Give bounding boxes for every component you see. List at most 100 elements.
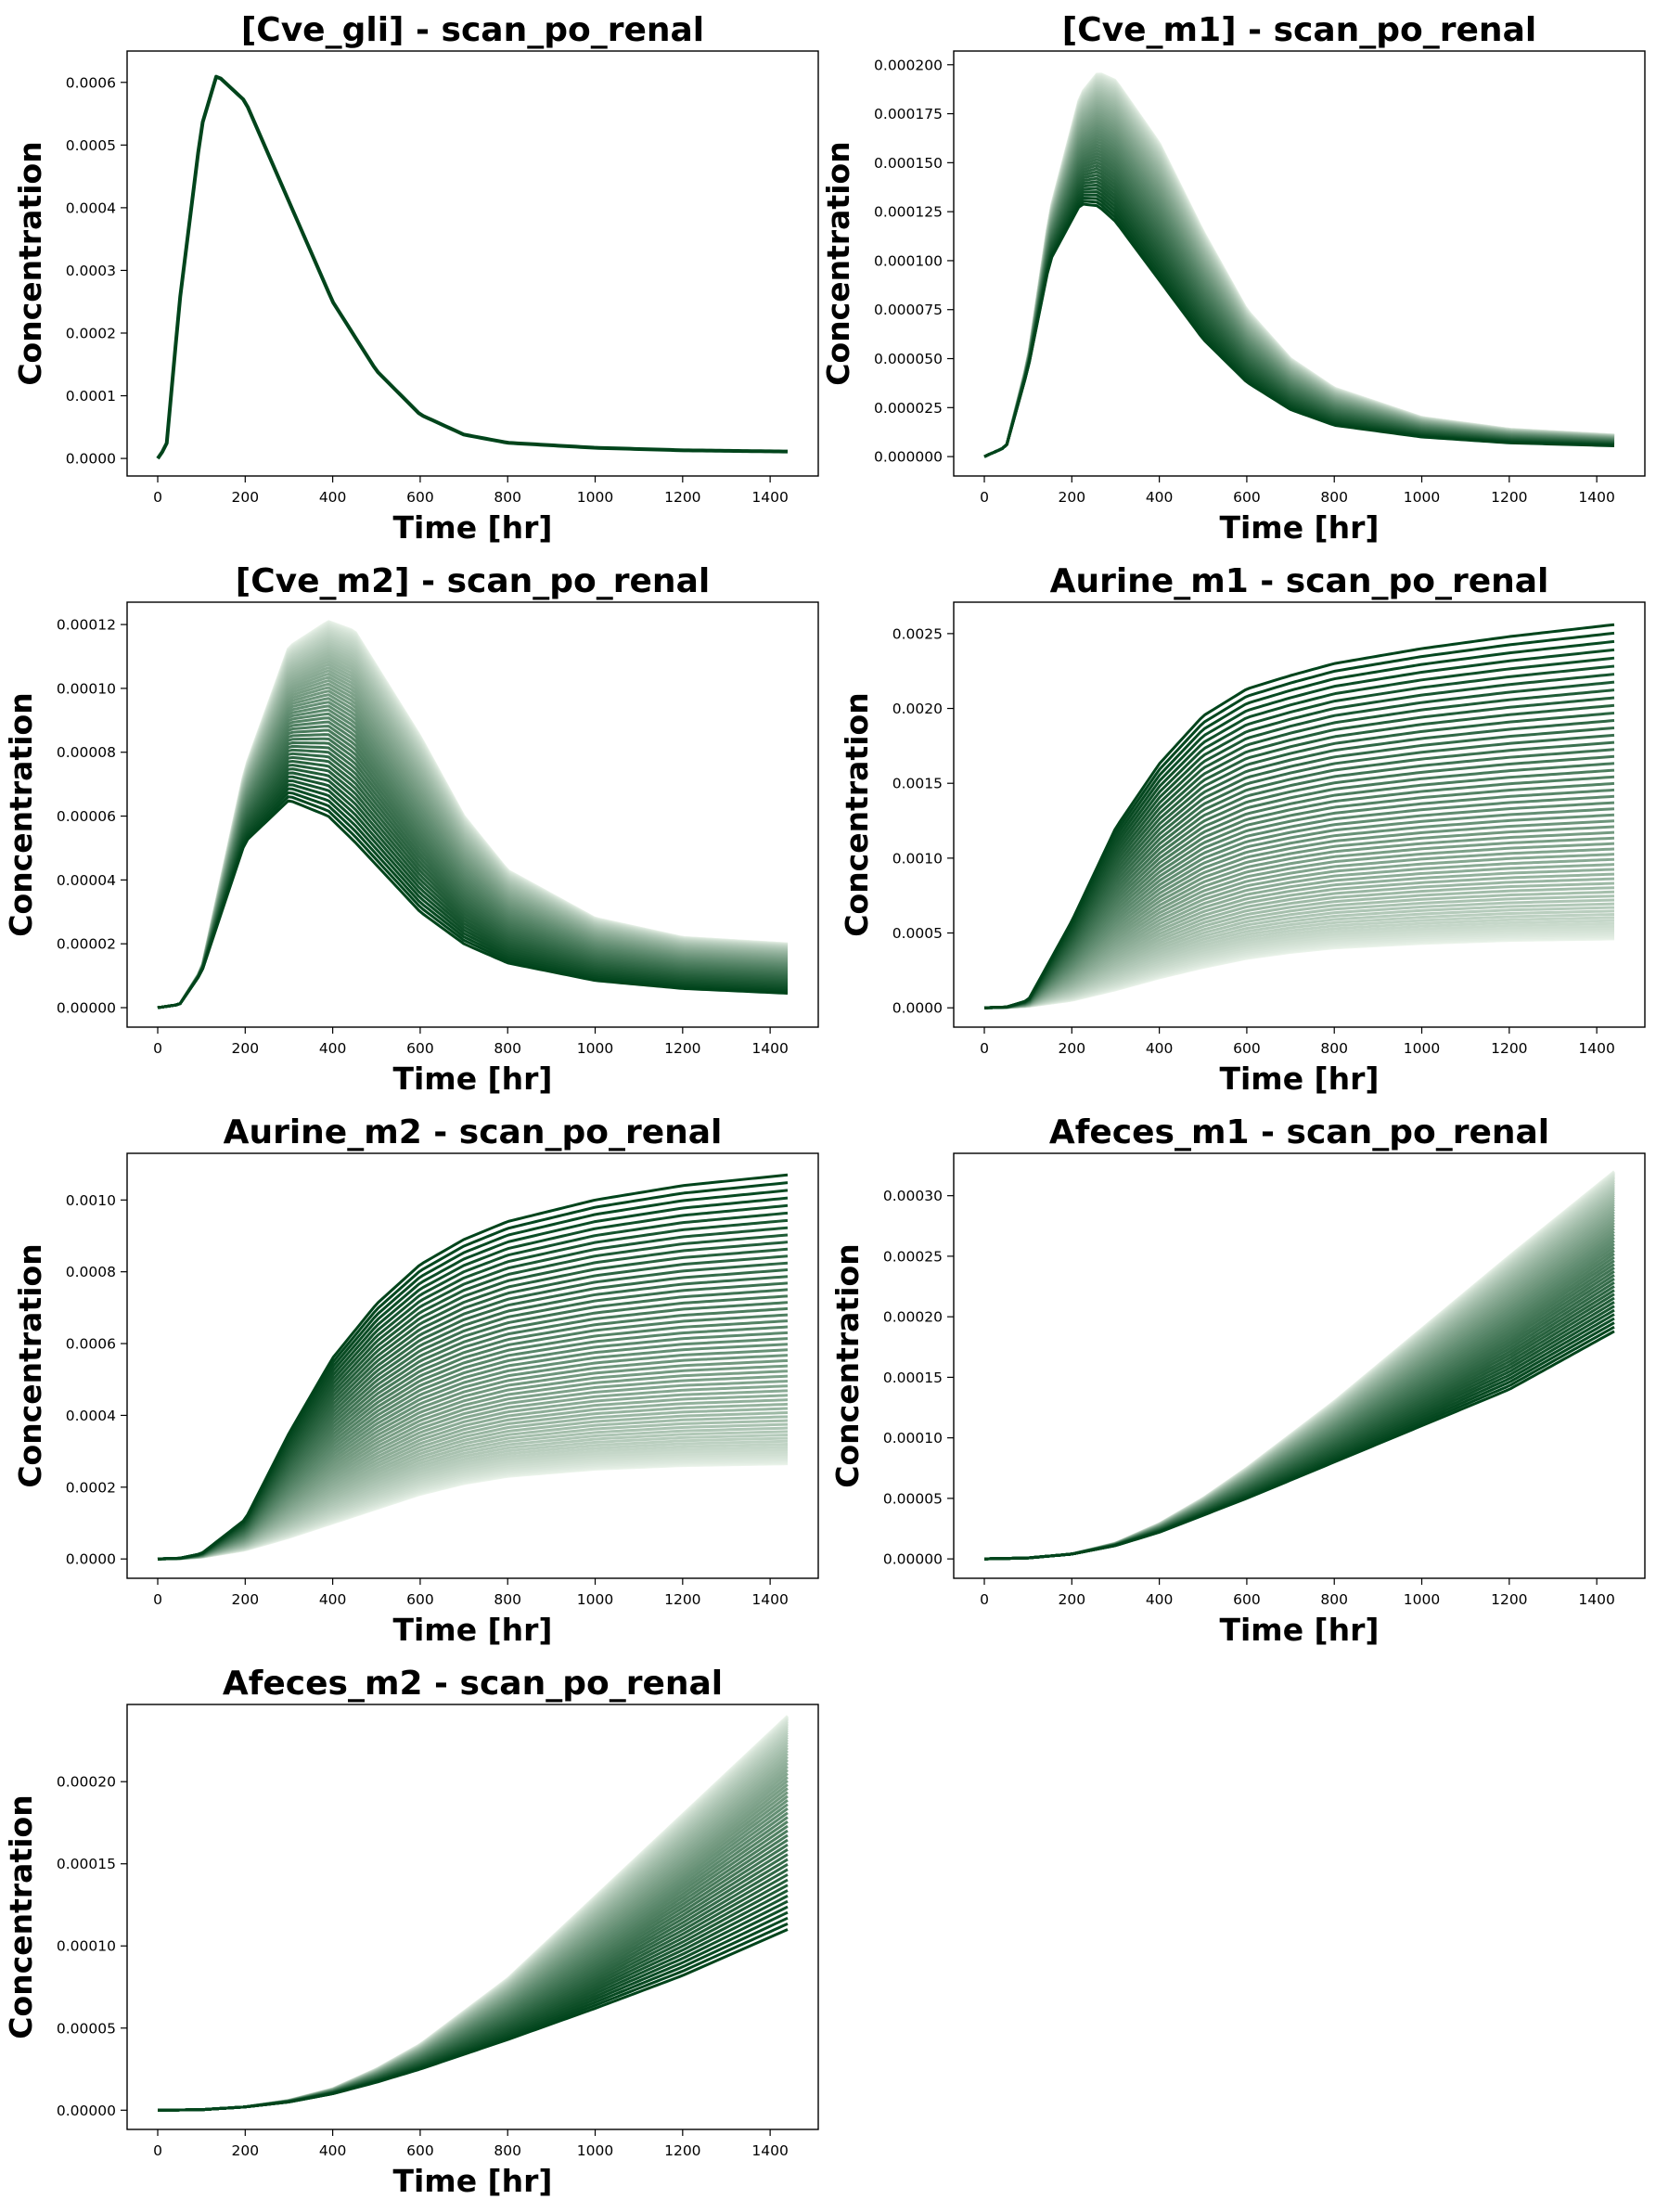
y-tick-label: 0.000000 (874, 449, 943, 466)
x-tick-label: 200 (1059, 489, 1086, 506)
x-tick-label: 1200 (664, 489, 700, 506)
x-tick-label: 0 (980, 1040, 989, 1057)
x-axis-label: Time [hr] (1219, 1061, 1379, 1097)
y-tick-label: 0.000025 (874, 400, 943, 417)
y-tick-label: 0.0006 (66, 74, 116, 91)
plot-frame (953, 1152, 1646, 1579)
series-line-54 (983, 183, 1615, 458)
x-tick-label: 600 (406, 2142, 434, 2159)
y-tick-label: 0.00005 (57, 2020, 116, 2037)
series-line-34 (983, 813, 1615, 1010)
y-axis-label: Concentration (12, 1243, 48, 1487)
chart-title: [Cve_m2] - scan_po_renal (236, 562, 710, 600)
series-line-46 (983, 733, 1615, 1010)
y-tick-label: 0.000200 (874, 57, 943, 73)
y-tick-label: 0.00000 (57, 2103, 116, 2119)
y-tick-label: 0.0015 (892, 776, 943, 792)
x-tick-label: 200 (1059, 1040, 1086, 1057)
x-tick-label: 1200 (1491, 489, 1527, 506)
y-axis-label: Concentration (829, 1243, 866, 1487)
chart-panel-6: 0 200 400 600 800 1000 1200 1400 0.00000 0.00005 0… (829, 1113, 1646, 1648)
x-tick-label: 600 (1233, 1040, 1261, 1057)
y-tick-label: 0.00030 (883, 1188, 943, 1204)
chart-panel-7: 0 200 400 600 800 1000 1200 1400 0.00000 0.00005 0… (3, 1665, 819, 2199)
series-line-59 (983, 199, 1615, 458)
series-line-28 (983, 847, 1615, 1010)
series-line-40 (983, 775, 1615, 1010)
series-line-26 (983, 857, 1615, 1010)
x-tick-label: 0 (980, 489, 989, 506)
chart-panel-4: 0 200 400 600 800 1000 1200 1400 0.0000 0.0005 0.0… (839, 562, 1646, 1097)
series-line-51 (983, 174, 1615, 458)
x-axis-label: Time [hr] (392, 1612, 552, 1648)
x-tick-label: 800 (1320, 489, 1348, 506)
x-tick-label: 400 (1146, 1591, 1174, 1608)
series-line-60 (157, 799, 789, 1010)
chart-panel-5: 0 200 400 600 800 1000 1200 1400 0.0000 0.0002 0.0… (12, 1113, 819, 1648)
series-line-37 (983, 794, 1615, 1010)
series-line-56 (983, 190, 1615, 458)
series-line-35 (983, 807, 1615, 1010)
y-tick-label: 0.00012 (57, 617, 116, 634)
series-group (983, 623, 1615, 1010)
chart-title: Aurine_m2 - scan_po_renal (224, 1113, 723, 1151)
plot-frame (126, 1152, 819, 1579)
chart-panel-3: 0 200 400 600 800 1000 1200 1400 0.00000 0.00002 0… (3, 562, 819, 1097)
x-tick-label: 1400 (751, 2142, 788, 2159)
x-tick-label: 800 (1320, 1591, 1348, 1608)
x-axis-label: Time [hr] (1219, 1612, 1379, 1648)
y-tick-label: 0.0025 (892, 625, 943, 642)
y-tick-label: 0.0003 (66, 263, 116, 279)
y-axis-label: Concentration (820, 141, 856, 385)
y-tick-label: 0.00000 (883, 1551, 943, 1568)
series-line-51 (157, 1878, 789, 2112)
y-tick-label: 0.0005 (892, 925, 943, 942)
series-line-1 (156, 74, 789, 460)
series-line-60 (983, 202, 1615, 458)
x-tick-label: 1400 (751, 1040, 788, 1057)
y-tick-label: 0.0002 (66, 1479, 116, 1496)
x-tick-label: 1400 (751, 489, 788, 506)
y-tick-label: 0.0002 (66, 325, 116, 341)
series-line-45 (157, 1848, 789, 2112)
x-axis-label: Time [hr] (392, 509, 552, 546)
x-tick-label: 1000 (1404, 1040, 1440, 1057)
x-tick-label: 200 (232, 1591, 260, 1608)
plot-frame (953, 50, 1646, 477)
x-tick-label: 1400 (1578, 1040, 1614, 1057)
x-tick-label: 400 (1146, 1040, 1174, 1057)
y-tick-label: 0.00002 (57, 936, 116, 953)
series-group (157, 1173, 789, 1561)
series-line-60 (983, 1330, 1615, 1561)
series-line-41 (983, 768, 1615, 1010)
series-line-27 (983, 853, 1615, 1010)
y-axis-label: Concentration (12, 141, 48, 385)
x-tick-label: 200 (232, 1040, 260, 1057)
x-tick-label: 0 (153, 1040, 162, 1057)
x-tick-label: 800 (494, 2142, 521, 2159)
series-line-17 (157, 1741, 789, 2112)
x-tick-label: 0 (153, 2142, 162, 2159)
x-tick-label: 800 (494, 1040, 521, 1057)
series-group (983, 1170, 1615, 1561)
series-line-24 (983, 868, 1615, 1010)
x-tick-label: 0 (153, 489, 162, 506)
x-tick-label: 1200 (664, 1591, 700, 1608)
y-axis-label: Concentration (3, 1794, 39, 2038)
x-axis-label: Time [hr] (392, 2163, 552, 2199)
series-line-60 (157, 1928, 789, 2112)
x-tick-label: 1000 (1404, 1591, 1440, 1608)
chart-title: [Cve_m1] - scan_po_renal (1062, 11, 1536, 49)
plot-frame (126, 50, 819, 477)
y-tick-label: 0.0004 (66, 199, 116, 216)
y-tick-label: 0.00015 (883, 1370, 943, 1386)
series-line-43 (983, 754, 1615, 1010)
series-line-44 (983, 748, 1615, 1010)
x-tick-label: 400 (319, 1040, 347, 1057)
x-axis-label: Time [hr] (392, 1061, 552, 1097)
series-line-39 (983, 781, 1615, 1010)
series-group (157, 1715, 789, 2112)
series-line-58 (983, 196, 1615, 458)
x-tick-label: 200 (1059, 1591, 1086, 1608)
